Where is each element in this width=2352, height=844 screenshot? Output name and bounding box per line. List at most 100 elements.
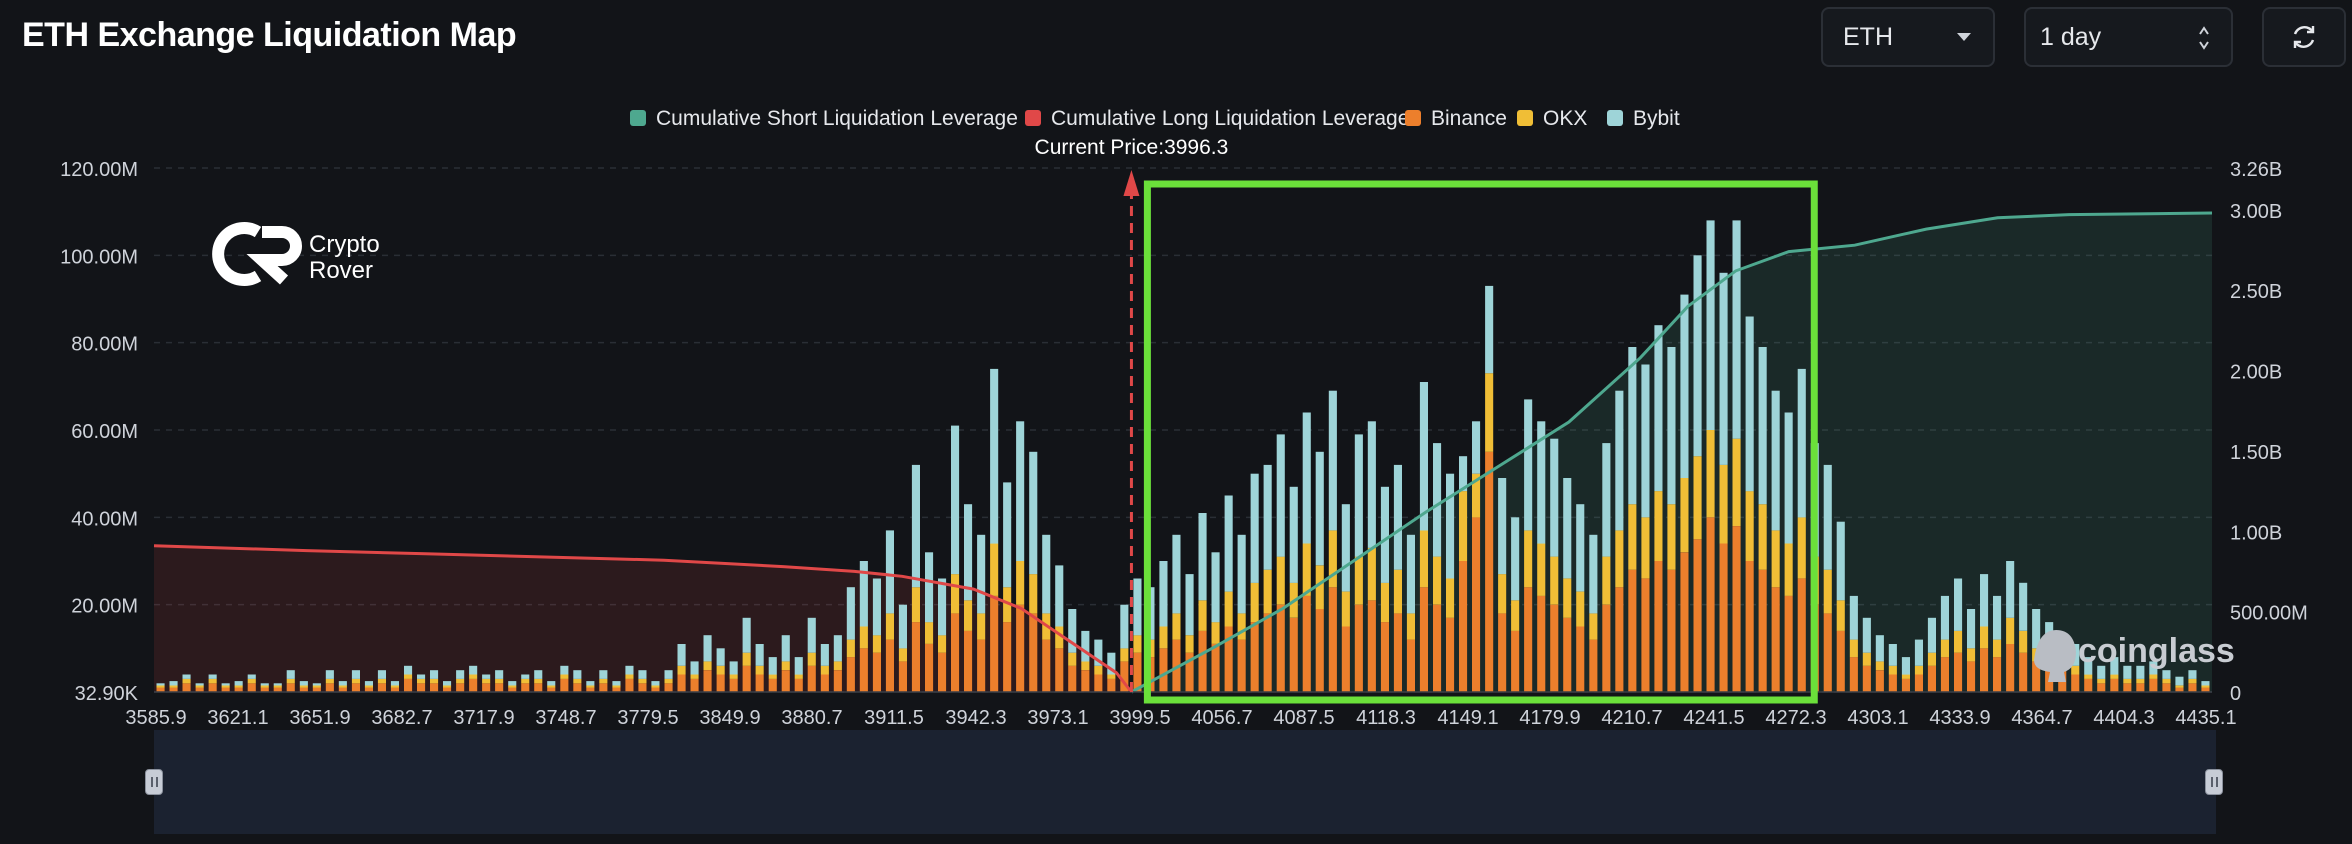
bar-okx [1354,556,1363,605]
bar-bybit [638,670,647,679]
bar-okx [781,661,790,671]
bar-binance [964,630,973,692]
bar-okx [1094,665,1103,675]
bar-okx [156,685,165,688]
bar-bybit [1393,464,1402,570]
bar-okx [977,613,986,640]
bar-okx [1901,674,1910,679]
bar-okx [456,678,465,684]
legend-item[interactable]: Cumulative Short Liquidation Leverage [630,107,1018,130]
bar-bybit [977,534,986,614]
interval-select[interactable]: 1 day [2024,7,2233,67]
legend-label: OKX [1543,107,1587,130]
coinglass-mark-icon [2034,630,2076,682]
bar-binance [1459,561,1468,692]
bar-bybit [1016,421,1025,561]
bar-bybit [1055,565,1064,627]
bar-binance [1537,595,1546,692]
x-tick-label: 4087.5 [1273,707,1334,729]
bar-binance [1967,661,1976,692]
bar-okx [1940,639,1949,658]
navigator-right-handle[interactable] [2205,769,2223,795]
bar-bybit [1224,495,1233,592]
legend-item[interactable]: Bybit [1607,107,1680,130]
bar-binance [430,683,439,692]
x-tick-label: 3942.3 [945,707,1006,729]
bar-bybit [1641,364,1650,518]
bar-binance [625,678,634,692]
bar-okx [625,674,634,679]
navigator-left-handle[interactable] [145,769,163,795]
bar-bybit [1550,438,1559,557]
bar-bybit [1784,412,1793,544]
bar-binance [1875,670,1884,692]
bar-okx [1537,543,1546,596]
bar-bybit [351,670,360,679]
y-left-tick-label: 60.00M [71,421,138,443]
legend-item[interactable]: Cumulative Long Liquidation Leverage [1025,107,1409,130]
crypto-rover-logo: Crypto Rover [212,222,380,286]
bar-bybit [911,464,920,588]
bar-binance [208,683,217,692]
bar-bybit [1302,412,1311,544]
bar-binance [1328,587,1337,692]
bar-okx [1745,491,1754,561]
legend-item[interactable]: Binance [1405,107,1507,130]
bar-binance [1380,622,1389,692]
bar-bybit [964,504,973,601]
bar-bybit [482,674,491,679]
bar-bybit [1745,316,1754,492]
bar-bybit [247,674,256,679]
bar-bybit [1524,399,1533,531]
bar-binance [404,678,413,692]
bar-okx [846,639,855,658]
x-tick-label: 3682.7 [371,707,432,729]
bar-binance [820,674,829,692]
bar-okx [1393,569,1402,614]
bar-binance [1628,569,1637,692]
bar-binance [755,674,764,692]
bar-bybit [1498,478,1507,575]
brand-line1: Crypto [309,231,380,258]
bar-binance [586,687,595,692]
bar-bybit [1354,434,1363,557]
legend-item[interactable]: OKX [1517,107,1587,130]
bar-bybit [1459,456,1468,492]
bar-okx [1888,665,1897,675]
bar-bybit [703,635,712,662]
bar-bybit [573,670,582,679]
bar-bybit [1328,390,1337,531]
bar-bybit [1120,604,1129,649]
x-tick-label: 4303.1 [1847,707,1908,729]
bar-bybit [625,665,634,675]
refresh-button[interactable] [2262,7,2346,67]
bar-okx [2201,685,2210,688]
bar-bybit [2201,681,2210,686]
chart-legend[interactable]: Cumulative Short Liquidation Leverage Cum… [630,107,1680,130]
x-tick-label: 4272.3 [1765,707,1826,729]
bar-okx [1276,556,1285,605]
bar-binance [521,683,530,692]
bar-okx [1576,591,1585,627]
bar-bybit [1276,434,1285,557]
bar-bybit [1667,347,1676,505]
bar-okx [325,678,334,684]
bar-bybit [364,681,373,686]
bar-binance [859,648,868,692]
bar-bybit [990,368,999,544]
bar-okx [1068,652,1077,666]
bar-bybit [586,681,595,686]
bar-bybit [1654,325,1663,492]
coin-select[interactable]: ETH [1821,7,1995,67]
chart-annotations: Current Price:3996.3 [1035,136,1818,704]
long-cumulative-line [153,544,1133,693]
y-right-tick-label: 3.00B [2230,201,2282,223]
bar-bybit [2162,670,2171,679]
bar-binance [1341,626,1350,692]
range-navigator[interactable] [154,730,2216,834]
bar-okx [703,661,712,671]
bar-binance [1706,517,1715,692]
bar-bybit [1263,464,1272,570]
bar-okx [1563,578,1572,618]
